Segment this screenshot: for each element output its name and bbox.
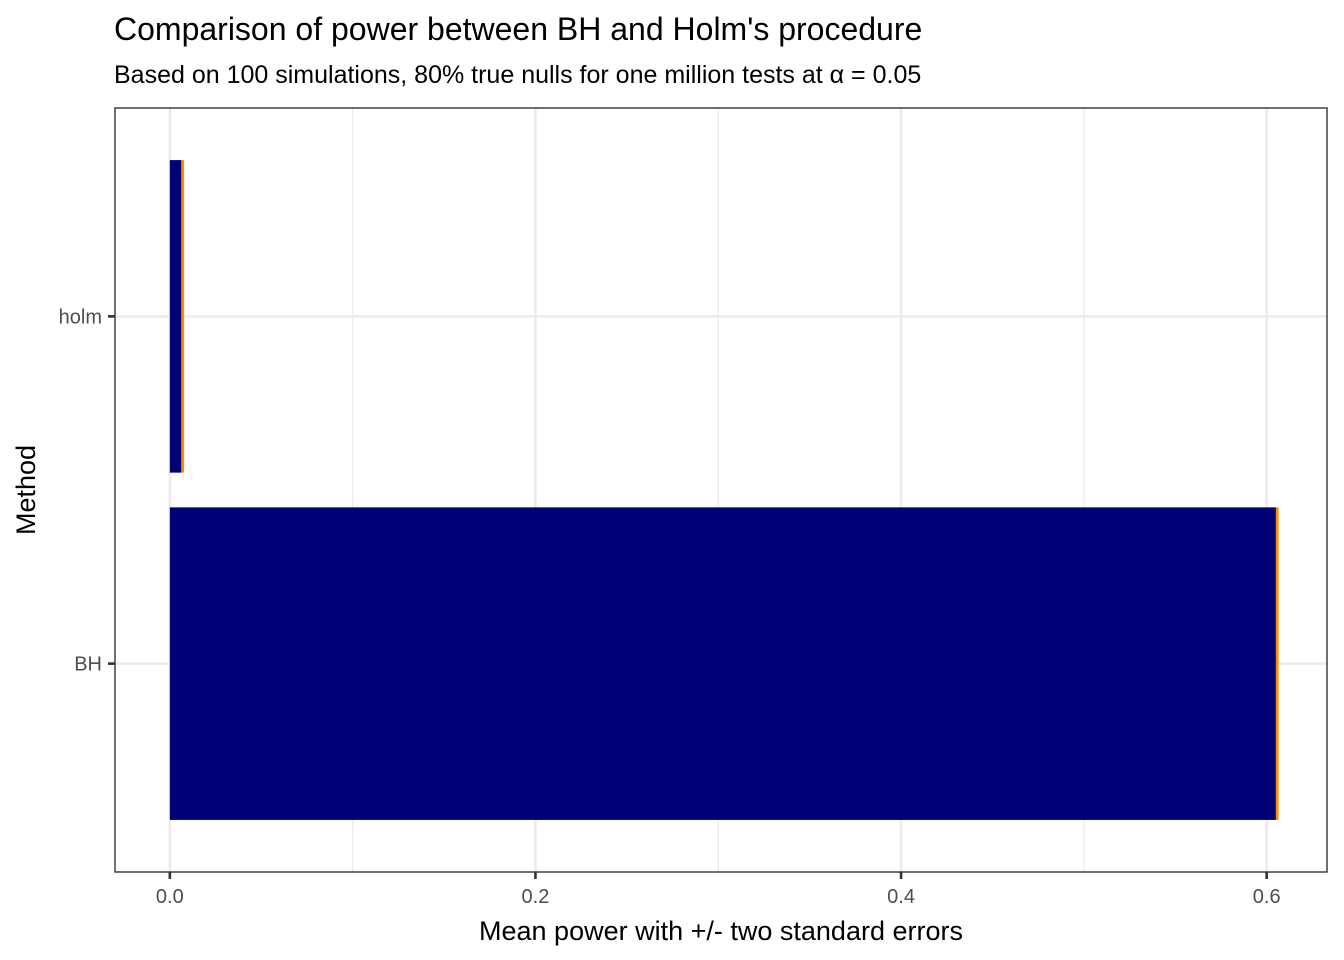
chart-title: Comparison of power between BH and Holm'… [114,11,922,47]
x-axis-title: Mean power with +/- two standard errors [479,916,963,946]
x-tick-label: 0.0 [156,886,184,908]
y-tick-label-holm: holm [59,306,102,328]
bar-holm [169,160,182,473]
y-tick-label-bh: BH [74,654,102,676]
x-tick-label: 0.2 [522,886,550,908]
y-axis-title: Method [11,445,41,535]
chart-subtitle: Based on 100 simulations, 80% true nulls… [114,61,921,89]
bar-bh [169,507,1277,820]
bars [169,160,1277,820]
x-tick-label: 0.6 [1253,886,1281,908]
panel-border [114,107,1328,873]
error-bars [181,160,1279,820]
errorbar-holm [181,160,185,473]
x-tick-label: 0.4 [887,886,915,908]
errorbar-bh [1275,507,1279,820]
axis-ticks: 0.0 0.2 0.4 0.6 BH holm [59,306,1281,908]
